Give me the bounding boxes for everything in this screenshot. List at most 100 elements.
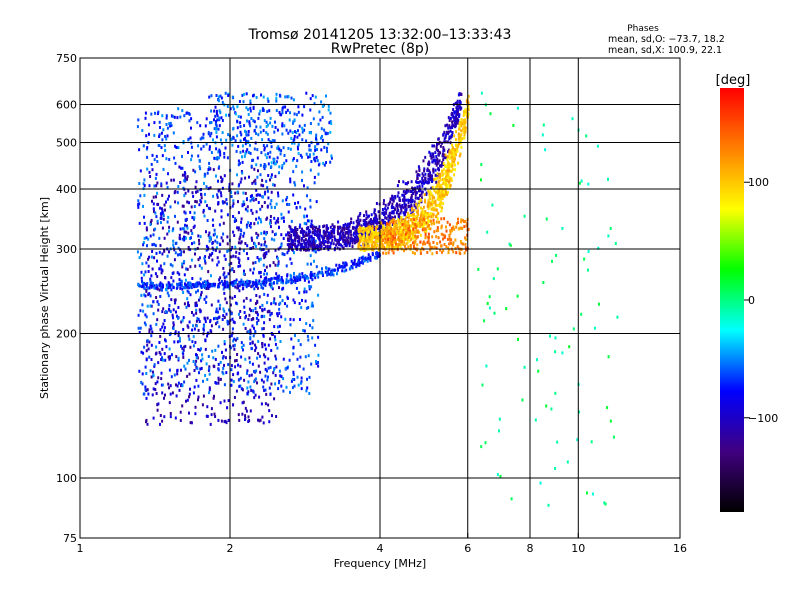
data-point: [149, 304, 152, 308]
data-point: [248, 360, 251, 364]
data-point: [251, 284, 254, 288]
data-point: [604, 502, 607, 506]
data-point: [196, 189, 199, 193]
data-point: [488, 295, 491, 299]
data-point: [283, 161, 286, 165]
data-point: [274, 373, 277, 377]
data-point: [431, 185, 434, 189]
data-point: [238, 261, 241, 264]
data-point: [403, 213, 406, 217]
data-point: [290, 228, 293, 232]
data-point: [325, 94, 327, 98]
data-point: [394, 207, 396, 211]
data-point: [403, 221, 406, 225]
data-point: [325, 161, 327, 165]
data-point: [276, 280, 279, 284]
data-point: [280, 233, 283, 237]
data-point: [248, 356, 251, 360]
data-point: [369, 227, 372, 231]
data-point: [194, 170, 197, 174]
data-point: [262, 263, 265, 267]
data-point: [251, 341, 254, 345]
data-point: [448, 242, 451, 246]
data-point: [236, 126, 239, 130]
data-point: [298, 302, 301, 305]
data-point: [442, 149, 445, 153]
data-point: [270, 282, 273, 286]
data-point: [279, 295, 282, 298]
data-point: [218, 278, 221, 282]
data-point: [281, 108, 284, 112]
data-point: [172, 246, 175, 250]
data-point: [363, 236, 366, 240]
data-point: [441, 196, 443, 200]
data-point: [179, 181, 182, 184]
data-point: [267, 249, 270, 253]
data-point: [234, 365, 237, 369]
data-point: [155, 322, 158, 326]
data-point: [172, 178, 175, 182]
data-point: [463, 220, 466, 224]
data-point: [142, 204, 144, 208]
data-point: [154, 244, 157, 248]
data-point: [403, 249, 405, 253]
data-point: [578, 181, 581, 185]
data-point: [157, 308, 160, 312]
data-point: [204, 124, 207, 128]
data-point: [173, 115, 176, 119]
data-point: [439, 164, 441, 168]
data-point: [276, 256, 279, 260]
data-point: [223, 363, 225, 367]
data-point: [407, 181, 410, 185]
data-point: [174, 161, 177, 165]
data-point: [270, 175, 273, 179]
data-point: [144, 323, 147, 327]
data-point: [580, 312, 583, 316]
data-point: [186, 200, 189, 204]
data-point: [154, 111, 156, 115]
data-point: [296, 357, 299, 361]
data-point: [213, 127, 216, 131]
data-point: [173, 258, 176, 262]
data-point: [258, 270, 261, 274]
data-point: [196, 356, 199, 360]
data-point: [264, 190, 267, 194]
data-point: [305, 389, 308, 393]
data-point: [262, 129, 265, 133]
data-point: [256, 156, 259, 160]
data-point: [266, 189, 269, 193]
data-point: [418, 186, 421, 190]
data-point: [457, 132, 460, 136]
data-point: [316, 233, 318, 237]
data-point: [140, 350, 143, 354]
data-point: [155, 184, 158, 188]
data-point: [327, 108, 330, 112]
data-point: [327, 142, 330, 146]
data-point: [220, 215, 223, 219]
data-point: [181, 173, 184, 177]
data-point: [308, 229, 311, 233]
data-point: [203, 174, 206, 178]
data-point: [168, 225, 171, 229]
data-point: [378, 227, 381, 231]
data-point: [421, 179, 424, 183]
data-point: [192, 344, 195, 348]
data-point: [217, 150, 220, 154]
data-point: [269, 121, 272, 125]
data-point: [414, 186, 417, 190]
data-point: [409, 244, 412, 247]
data-point: [286, 304, 289, 308]
data-point: [167, 382, 170, 386]
data-point: [203, 256, 206, 260]
data-point: [341, 265, 344, 269]
data-point: [375, 243, 378, 247]
colorbar-tick-label: 100: [748, 176, 769, 189]
data-point: [143, 236, 146, 240]
data-point: [289, 242, 292, 246]
data-point: [493, 311, 496, 315]
data-point: [232, 373, 235, 377]
data-point: [166, 254, 169, 258]
data-point: [306, 377, 308, 381]
data-point: [143, 221, 146, 225]
data-point: [282, 281, 285, 285]
